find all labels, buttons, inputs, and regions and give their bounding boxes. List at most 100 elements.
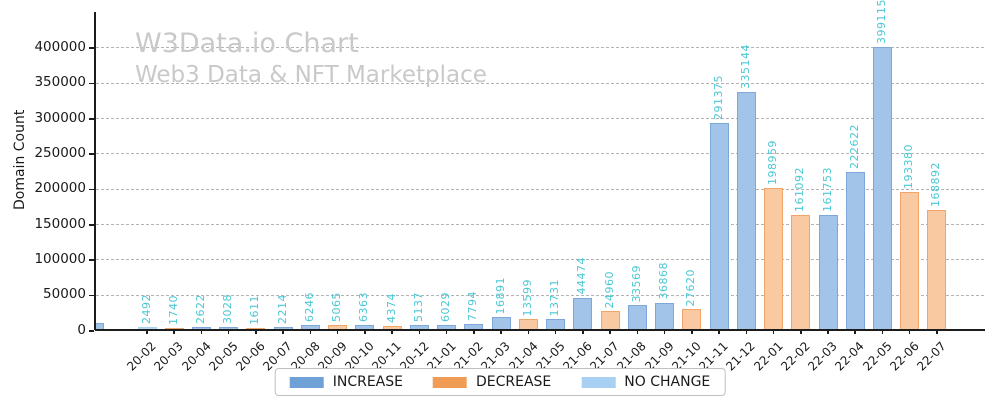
bar-20-06 <box>246 327 266 329</box>
bar-value-label: 6363 <box>357 291 371 322</box>
bar-21-08 <box>627 305 647 329</box>
y-tick-label: 250000 <box>34 144 86 161</box>
bar-22-02 <box>791 215 811 329</box>
x-tick-mark <box>500 330 502 334</box>
bar-20-12 <box>409 325 429 329</box>
bar-21-12 <box>736 92 756 329</box>
legend-swatch-increase <box>289 376 324 388</box>
bar-21-07 <box>600 311 620 329</box>
x-tick-mark <box>255 330 257 334</box>
legend: INCREASE DECREASE NO CHANGE <box>274 368 726 396</box>
bar-value-label: 2622 <box>193 294 207 325</box>
bar-20-11 <box>382 325 402 329</box>
x-tick-mark <box>636 330 639 334</box>
x-tick-mark <box>718 330 720 334</box>
bar-20-08 <box>300 324 320 329</box>
x-tick-mark <box>663 330 666 334</box>
y-tick-mark <box>89 188 94 191</box>
y-tick-label: 0 <box>77 321 86 338</box>
gridline <box>96 82 984 84</box>
x-tick-mark <box>527 330 530 334</box>
bar-21-04 <box>518 319 538 329</box>
y-tick-label: 150000 <box>34 215 86 232</box>
bar-value-label: 16891 <box>493 276 507 315</box>
bar-value-label: 36868 <box>657 262 671 300</box>
bar-value-label: 4374 <box>384 292 398 323</box>
x-tick-mark <box>473 330 475 334</box>
bar-value-label: 5137 <box>411 292 425 323</box>
x-tick-label: 20-04 <box>178 339 214 374</box>
y-tick-label: 100000 <box>34 250 86 267</box>
bar-22-04 <box>845 171 865 329</box>
x-tick-mark <box>908 330 911 334</box>
bar-value-label: 2214 <box>275 294 289 325</box>
bar-21-10 <box>682 309 702 329</box>
y-tick-label: 300000 <box>34 109 86 126</box>
bar-value-label: 1740 <box>166 294 180 325</box>
legend-label: NO CHANGE <box>624 374 711 390</box>
legend-item-increase: INCREASE <box>289 374 403 390</box>
bar-value-label: 5065 <box>330 292 344 323</box>
bar-value-label: 6029 <box>439 291 453 322</box>
legend-swatch-decrease <box>432 376 467 388</box>
y-tick-mark <box>89 224 94 226</box>
bar-21-11 <box>709 123 729 329</box>
x-tick-mark <box>364 330 366 334</box>
y-tick-label: 200000 <box>34 180 86 197</box>
bar-20-04 <box>191 327 211 329</box>
bar-21-09 <box>655 302 675 329</box>
plot-area: W3Data.io Chart Web3 Data & NFT Marketpl… <box>94 0 985 374</box>
bar-22-03 <box>818 214 838 329</box>
x-tick-mark <box>609 330 611 334</box>
bar-value-label: 193380 <box>902 144 916 190</box>
x-tick-mark <box>936 330 938 334</box>
bar-value-label: 168892 <box>929 161 943 207</box>
x-tick-label: 20-05 <box>206 339 241 374</box>
x-tick-mark <box>772 330 775 334</box>
y-axis-line <box>94 12 96 330</box>
bar-21-01 <box>437 324 457 329</box>
bar-20-05 <box>219 326 239 329</box>
bar-value-label: 198959 <box>766 140 780 186</box>
x-tick-label: 22-02 <box>778 339 813 374</box>
legend-item-decrease: DECREASE <box>432 374 552 390</box>
clipped-partial-bar <box>95 323 104 329</box>
x-tick-mark <box>554 330 557 334</box>
bar-21-02 <box>464 323 484 329</box>
y-tick-label: 400000 <box>34 38 86 55</box>
x-tick-mark <box>200 330 203 334</box>
x-tick-label: 21-12 <box>723 339 759 374</box>
gridline <box>96 47 984 49</box>
bar-value-label: 222622 <box>847 123 861 169</box>
x-tick-mark <box>309 330 312 334</box>
legend-swatch-no_change <box>581 376 616 388</box>
x-tick-mark <box>173 330 175 334</box>
bar-value-label: 13731 <box>548 278 562 317</box>
chart-subtitle: Web3 Data & NFT Marketplace <box>135 62 487 88</box>
bar-value-label: 3028 <box>221 293 235 324</box>
bar-22-05 <box>872 46 892 329</box>
bar-value-label: 1611 <box>248 294 262 325</box>
bar-20-09 <box>328 325 348 329</box>
x-tick-mark <box>336 330 339 334</box>
x-tick-label: 20-06 <box>233 339 268 374</box>
y-tick-mark <box>89 153 94 155</box>
x-tick-mark <box>227 330 230 334</box>
x-tick-label: 20-03 <box>151 339 187 374</box>
bar-20-07 <box>273 327 293 329</box>
bar-value-label: 27620 <box>684 268 698 307</box>
x-tick-label: 22-01 <box>750 339 786 374</box>
bar-value-label: 7794 <box>466 290 480 321</box>
bar-value-label: 399115 <box>874 0 888 44</box>
y-tick-mark <box>89 118 94 120</box>
x-tick-mark <box>391 330 393 334</box>
legend-label: DECREASE <box>475 374 552 390</box>
x-tick-label: 22-03 <box>805 339 840 374</box>
bar-22-07 <box>927 209 947 329</box>
bar-21-03 <box>491 317 511 329</box>
bar-22-01 <box>764 188 784 329</box>
bar-value-label: 44474 <box>575 257 589 295</box>
bar-value-label: 335144 <box>738 44 752 90</box>
bar-20-03 <box>164 327 184 329</box>
y-tick-mark <box>89 259 94 261</box>
